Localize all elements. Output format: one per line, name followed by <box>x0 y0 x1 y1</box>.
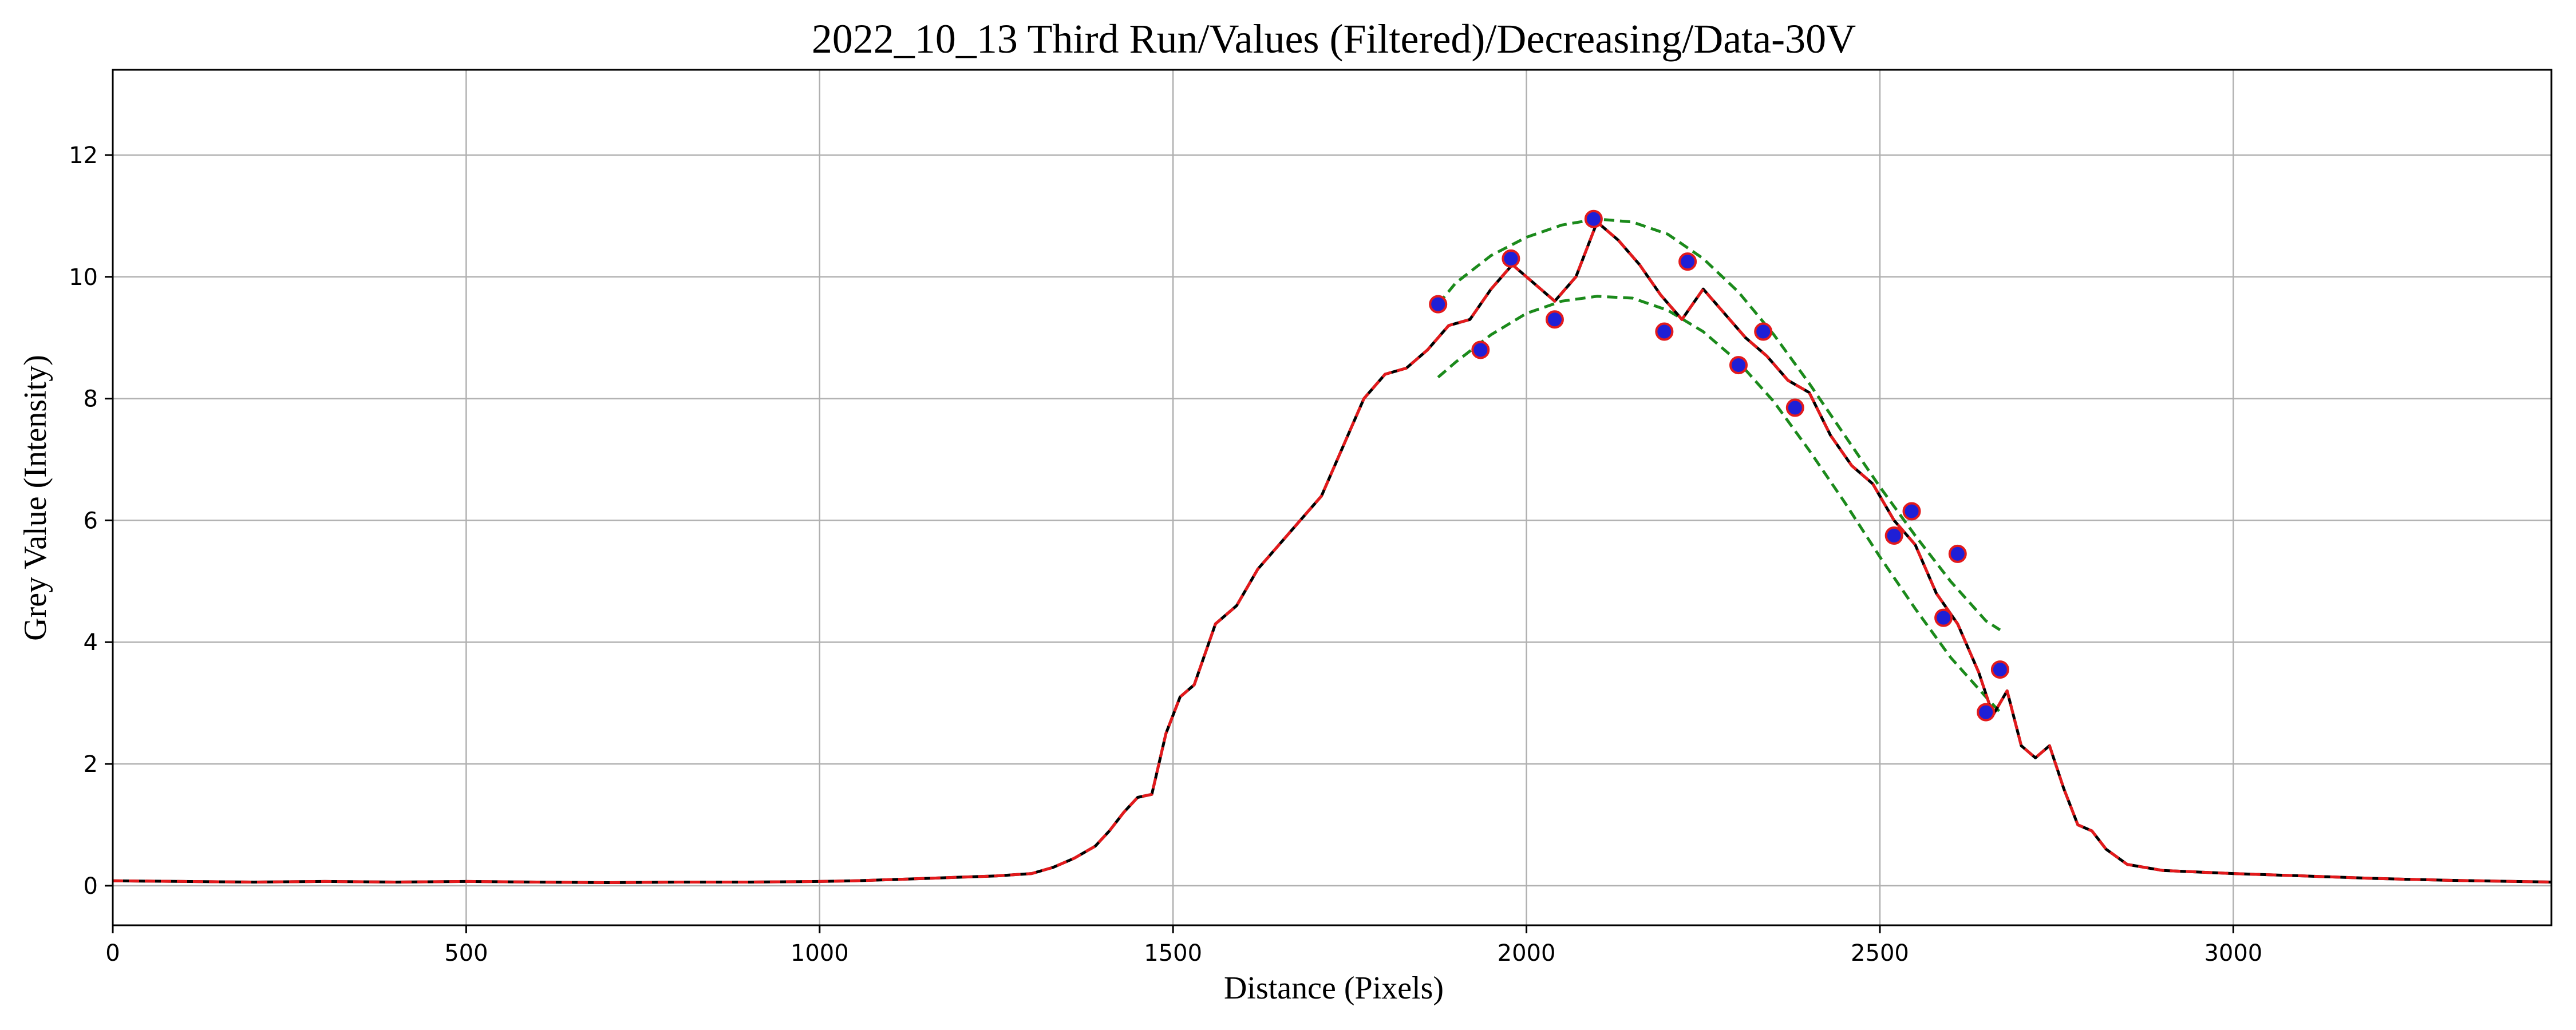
chart-title: 2022_10_13 Third Run/Values (Filtered)/D… <box>812 16 1856 62</box>
grid-lines <box>112 70 2551 925</box>
maxima-point <box>1502 249 1520 268</box>
y-tick-label: 6 <box>84 508 98 534</box>
minima-point <box>1729 356 1748 375</box>
minima-point <box>1934 608 1953 627</box>
plot-area <box>113 209 2551 884</box>
maxima-point <box>1584 209 1603 228</box>
x-tick-label: 1500 <box>1144 940 1202 966</box>
y-tick-label: 10 <box>69 264 98 291</box>
x-tick-label: 3000 <box>2204 940 2262 966</box>
y-axis-label: Grey Value (Intensity) <box>18 355 53 641</box>
x-tick-label: 1000 <box>791 940 849 966</box>
minima-point <box>1884 526 1903 545</box>
maxima-point <box>1429 295 1448 314</box>
minima-point <box>1785 398 1804 417</box>
series-line-envelope-lower <box>1437 295 2001 714</box>
series-line-raw <box>113 220 2551 884</box>
maxima-point <box>1902 502 1921 521</box>
x-tick-label: 2000 <box>1498 940 1556 966</box>
y-tick-label: 2 <box>84 751 98 778</box>
plot-frame <box>112 69 2553 926</box>
axis-ticks: 0 500 1000 1500 2000 2500 3000 0 2 4 6 8 10 12 <box>69 142 2262 966</box>
minima-point <box>1655 322 1674 341</box>
series-line-filtered <box>113 220 2551 884</box>
maxima-point <box>1754 322 1773 341</box>
series-group <box>113 209 2551 884</box>
x-tick-label: 500 <box>444 940 488 966</box>
y-tick-label: 12 <box>69 142 98 169</box>
y-tick-label: 4 <box>84 629 98 656</box>
y-tick-label: 0 <box>84 873 98 900</box>
minima-point <box>1977 703 1996 722</box>
x-tick-label: 2500 <box>1851 940 1909 966</box>
maxima-point <box>1678 252 1697 271</box>
series-line-envelope-upper <box>1437 217 2001 632</box>
maxima-point <box>1948 544 1967 563</box>
maxima-point <box>1990 660 2009 679</box>
y-tick-label: 8 <box>84 386 98 413</box>
x-axis-label: Distance (Pixels) <box>1224 970 1444 1006</box>
minima-point <box>1471 340 1490 359</box>
x-tick-label: 0 <box>105 940 120 966</box>
minima-point <box>1545 310 1564 329</box>
